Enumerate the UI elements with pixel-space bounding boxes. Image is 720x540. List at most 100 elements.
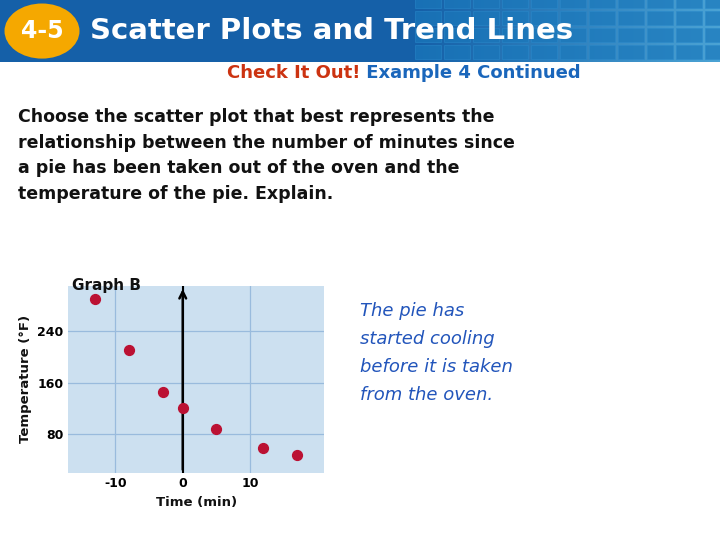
Bar (454, 0, 455, 62)
Bar (492, 0, 493, 62)
Bar (420, 0, 421, 62)
Bar (441, 0, 442, 62)
Bar (640, 0, 641, 62)
Bar (676, 11, 702, 25)
Bar (654, 0, 655, 62)
Bar (434, 0, 435, 62)
Bar (478, 0, 479, 62)
Bar (646, 0, 647, 62)
Bar (560, 45, 586, 59)
Bar (429, 0, 430, 62)
Bar (564, 0, 565, 62)
Bar (550, 0, 551, 62)
Bar (525, 0, 526, 62)
Ellipse shape (4, 3, 79, 59)
Bar (484, 0, 485, 62)
Bar (719, 0, 720, 62)
Bar (626, 0, 627, 62)
Bar (466, 0, 467, 62)
Bar (415, 45, 441, 59)
Bar (670, 0, 671, 62)
Bar (587, 0, 588, 62)
Bar (689, 0, 690, 62)
Bar (675, 0, 676, 62)
Bar (678, 0, 679, 62)
Point (177, 404, 189, 413)
Bar (643, 0, 644, 62)
Bar (580, 0, 581, 62)
Bar (539, 0, 540, 62)
Bar (548, 0, 549, 62)
Bar (483, 0, 484, 62)
Bar (604, 0, 605, 62)
Bar (423, 0, 424, 62)
Bar (469, 0, 470, 62)
Bar (543, 0, 544, 62)
Point (123, 346, 135, 355)
Bar (565, 0, 566, 62)
Bar (603, 0, 604, 62)
Bar (652, 0, 653, 62)
Bar (596, 0, 597, 62)
Bar (647, 11, 673, 25)
Bar (717, 0, 718, 62)
Bar (516, 0, 517, 62)
Bar (677, 0, 678, 62)
Bar (698, 0, 699, 62)
Bar (588, 0, 589, 62)
Bar (591, 0, 592, 62)
Bar (501, 0, 502, 62)
Bar (528, 0, 529, 62)
Bar (504, 0, 505, 62)
Bar (649, 0, 650, 62)
Bar (524, 0, 525, 62)
Bar (473, 0, 474, 62)
Bar (658, 0, 659, 62)
Bar (694, 0, 695, 62)
Bar (618, 0, 644, 8)
Bar (655, 0, 656, 62)
Bar (609, 0, 610, 62)
Bar (570, 0, 571, 62)
Bar (635, 0, 636, 62)
Bar (452, 0, 453, 62)
Bar (431, 0, 432, 62)
Bar (576, 0, 577, 62)
Bar (473, 45, 499, 59)
Bar (657, 0, 658, 62)
Bar (536, 0, 537, 62)
Bar (634, 0, 635, 62)
Bar (425, 0, 426, 62)
Bar (585, 0, 586, 62)
Bar (474, 0, 475, 62)
Bar (715, 0, 716, 62)
Bar (668, 0, 669, 62)
Bar (482, 0, 483, 62)
Text: Copyright © by Holt McDougal. All Rights Reserved.: Copyright © by Holt McDougal. All Rights… (456, 518, 710, 528)
Bar (519, 0, 520, 62)
Bar (602, 0, 603, 62)
Bar (601, 0, 602, 62)
Bar (449, 0, 450, 62)
Bar (674, 0, 675, 62)
Bar (686, 0, 687, 62)
Bar (681, 0, 682, 62)
Bar (718, 0, 719, 62)
Bar (553, 0, 554, 62)
Bar (714, 0, 715, 62)
Point (211, 424, 222, 433)
Bar (532, 0, 533, 62)
Bar (693, 0, 694, 62)
Bar (647, 45, 673, 59)
Bar (502, 0, 528, 8)
Bar (705, 0, 720, 8)
Bar (453, 0, 454, 62)
Bar (650, 0, 651, 62)
Bar (618, 45, 644, 59)
Bar (496, 0, 497, 62)
Bar (473, 0, 499, 8)
Bar (545, 0, 546, 62)
Bar (696, 0, 697, 62)
Bar (586, 0, 587, 62)
Bar (467, 0, 468, 62)
